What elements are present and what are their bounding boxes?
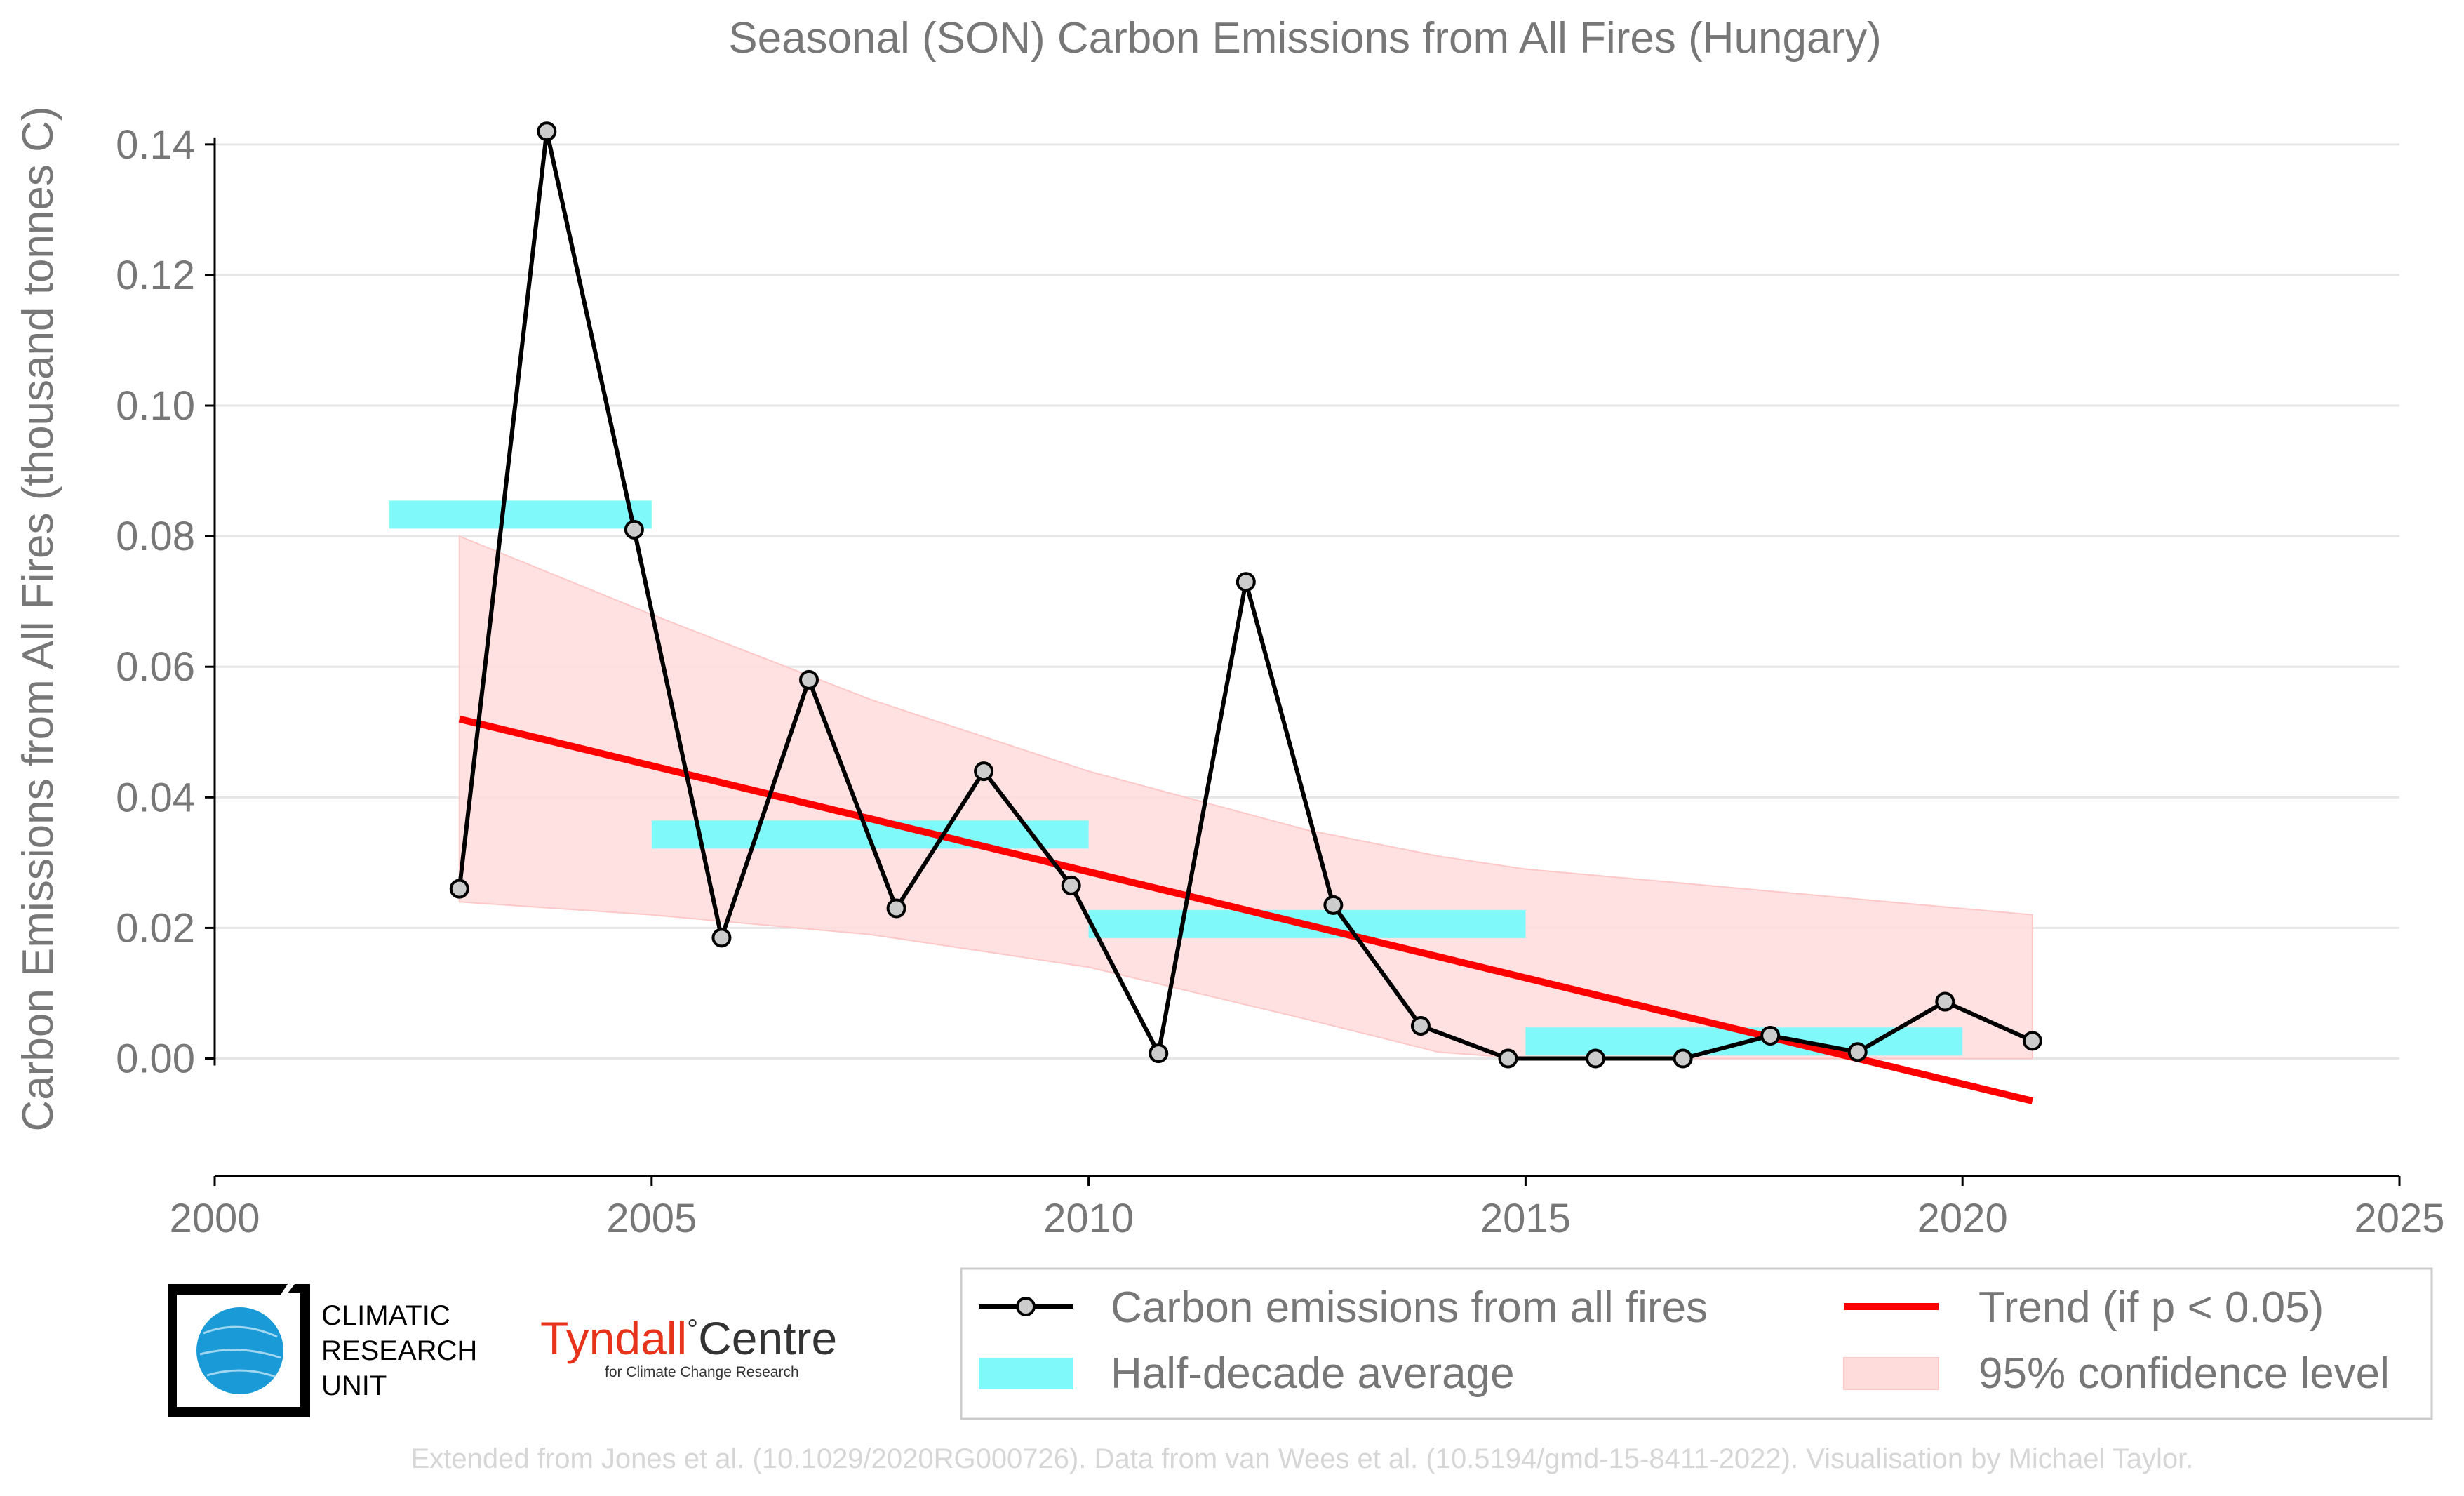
x-tick-label: 2005: [606, 1196, 697, 1241]
data-point: [1498, 1048, 1518, 1069]
y-tick-label: 0.08: [116, 514, 195, 559]
data-point: [537, 121, 557, 142]
data-point: [1149, 1043, 1169, 1064]
half-decade-bar: [389, 500, 652, 529]
x-ticks: 2000 2005 2010 2015 2020 2025: [169, 1176, 2445, 1241]
cru-text-line3: UNIT: [321, 1370, 387, 1401]
x-tick-label: 2015: [1480, 1196, 1571, 1241]
data-point: [799, 669, 819, 690]
legend-label-trend: Trend (if p < 0.05): [1978, 1283, 2324, 1332]
emission-markers: [449, 121, 2042, 1069]
data-point: [2022, 1031, 2042, 1051]
legend-marker-emissions: [1016, 1297, 1036, 1316]
data-point: [1935, 991, 1955, 1012]
legend-swatch-confidence: [1843, 1357, 1939, 1390]
chart-title: Seasonal (SON) Carbon Emissions from All…: [728, 14, 1882, 62]
data-point: [624, 519, 644, 540]
data-point: [1847, 1042, 1868, 1062]
data-point: [1323, 895, 1344, 915]
data-point: [886, 898, 906, 919]
tyndall-centre: Centre: [698, 1312, 837, 1364]
data-point: [711, 928, 732, 948]
legend-label-half-decade: Half-decade average: [1111, 1349, 1515, 1398]
y-axis-label: Carbon Emissions from All Fires (thousan…: [14, 106, 62, 1131]
y-tick-label: 0.02: [116, 905, 195, 951]
data-point: [1760, 1025, 1781, 1046]
cru-text-line1: CLIMATIC: [321, 1300, 450, 1331]
cru-text-line2: RESEARCH: [321, 1335, 477, 1366]
data-point: [1673, 1048, 1693, 1069]
legend: Carbon emissions from all fires Trend (i…: [960, 1267, 2433, 1420]
confidence-band: [458, 535, 2033, 1060]
y-tick-label: 0.10: [116, 383, 195, 429]
data-point: [1061, 875, 1081, 895]
plot-area: 0.000.020.040.060.080.100.120.14 2000 200…: [116, 121, 2445, 1241]
x-tick-label: 2020: [1917, 1196, 2008, 1241]
cru-logo: CLIMATIC RESEARCH UNIT: [168, 1284, 477, 1417]
tyndall-degree: °: [687, 1314, 698, 1345]
legend-swatch-half-decade: [979, 1358, 1073, 1389]
x-tick-label: 2010: [1043, 1196, 1134, 1241]
y-ticks: 0.00 0.02 0.04 0.06 0.08 0.10 0.12 0.14: [116, 122, 215, 1082]
credit-line: Extended from Jones et al. (10.1029/2020…: [411, 1443, 2194, 1474]
y-tick-label: 0.00: [116, 1036, 195, 1082]
y-tick-label: 0.14: [116, 122, 195, 168]
y-tick-label: 0.06: [116, 644, 195, 690]
data-point: [1410, 1015, 1431, 1036]
tyndall-name: Tyndall: [540, 1312, 687, 1364]
y-tick-label: 0.04: [116, 775, 195, 820]
legend-box: [960, 1267, 2433, 1420]
data-point: [449, 879, 469, 899]
data-point: [1586, 1048, 1606, 1069]
data-point: [1236, 572, 1256, 592]
x-tick-label: 2000: [169, 1196, 260, 1241]
x-tick-label: 2025: [2354, 1196, 2444, 1241]
tyndall-logo: Tyndall°Centre for Climate Change Resear…: [540, 1312, 837, 1380]
tyndall-subtitle: for Climate Change Research: [605, 1364, 799, 1380]
y-tick-label: 0.12: [116, 253, 195, 298]
legend-label-confidence: 95% confidence level: [1978, 1349, 2390, 1398]
svg-text:Tyndall°Centre: Tyndall°Centre: [540, 1312, 837, 1364]
legend-label-emissions: Carbon emissions from all fires: [1111, 1283, 1708, 1332]
half-decade-bars: [389, 500, 1963, 1056]
data-point: [974, 761, 994, 782]
